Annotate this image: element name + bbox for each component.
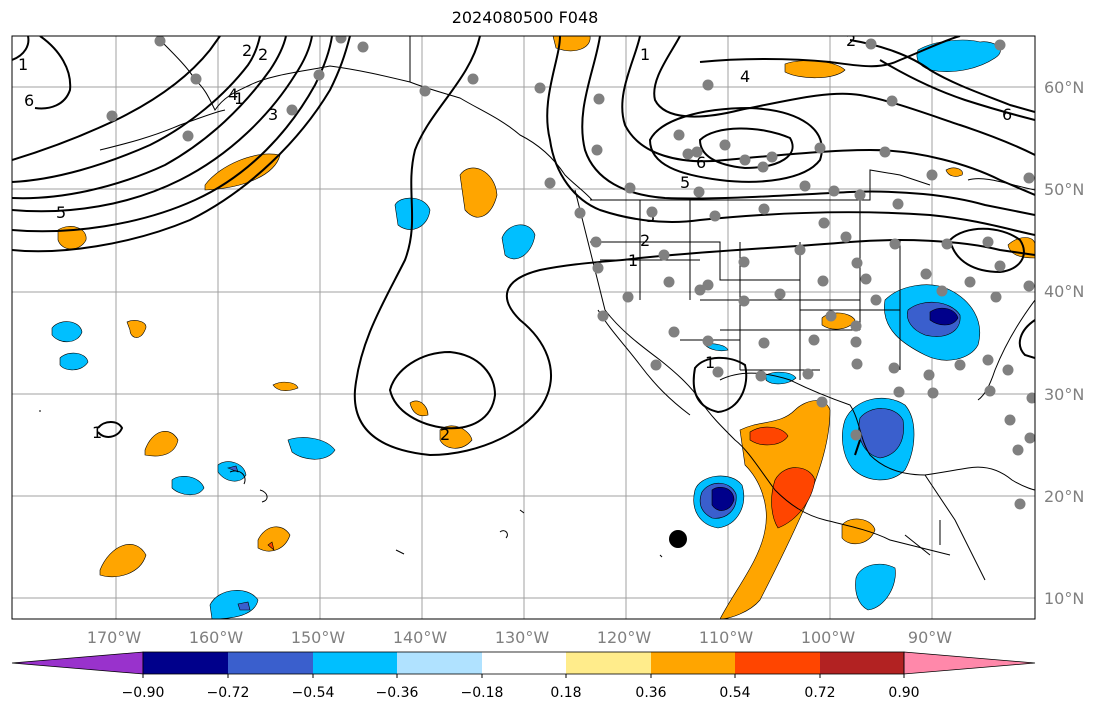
contour-label: 1: [640, 45, 650, 64]
contour-label: 6: [24, 91, 34, 110]
lon-label: 150°W: [291, 628, 346, 647]
contour-label: 6: [1002, 105, 1012, 124]
map-frame: [11, 35, 1036, 620]
colorbar-tick: 0.90: [888, 685, 919, 701]
colorbar-bin: [735, 652, 820, 674]
contour-label: 5: [56, 203, 66, 222]
contour-label: 1: [92, 423, 102, 442]
contour-label: 2: [846, 31, 856, 50]
lon-label: 90°W: [908, 628, 952, 647]
colorbar-extend-high: [903, 651, 1036, 675]
station-markers: [106, 36, 1035, 510]
colorbar-bin: [143, 652, 228, 674]
contour-label: 1: [705, 353, 715, 372]
contour-label: 2: [258, 45, 268, 64]
graticule: [12, 36, 1035, 619]
contour-label: 4: [228, 85, 238, 104]
colorbar-bin: [566, 652, 651, 674]
colorbar-tick: 0.72: [804, 685, 835, 701]
contour-label: 6: [696, 153, 706, 172]
colorbar-bin: [313, 652, 397, 674]
contour-label: 2: [440, 425, 450, 444]
colorbar-bin: [820, 652, 904, 674]
colorbar-tick: −0.18: [461, 685, 504, 701]
lon-label: 110°W: [699, 628, 754, 647]
lon-label: 100°W: [801, 628, 856, 647]
colorbar-tick: −0.54: [292, 685, 335, 701]
contour-label: 5: [680, 173, 690, 192]
colorbar-tick: −0.72: [207, 685, 250, 701]
colorbar: −0.90 −0.72 −0.54 −0.36 −0.18 0.18 0.36 …: [11, 651, 1036, 701]
lon-label: 120°W: [597, 628, 652, 647]
colorbar-tick: 0.36: [635, 685, 666, 701]
contour-label: 2: [242, 41, 252, 60]
lon-label: 160°W: [189, 628, 244, 647]
longitude-axis: 170°W 160°W 150°W 140°W 130°W 120°W 110°…: [87, 628, 952, 647]
contour-label: 4: [740, 67, 750, 86]
contour-label: 2: [640, 231, 650, 250]
contour-label: 1: [234, 89, 244, 108]
contour-label: 1: [628, 251, 638, 270]
lon-label: 140°W: [393, 628, 448, 647]
contour-label: 3: [268, 105, 278, 124]
colorbar-tick: 0.18: [550, 685, 581, 701]
map-title: 2024080500 F048: [451, 8, 599, 27]
colorbar-tick: 0.54: [719, 685, 750, 701]
lat-label: 60°N: [1044, 78, 1084, 97]
lat-label: 30°N: [1044, 385, 1084, 404]
lon-label: 130°W: [495, 628, 550, 647]
colorbar-bin: [397, 652, 482, 674]
lon-label: 170°W: [87, 628, 142, 647]
lat-label: 20°N: [1044, 487, 1084, 506]
storm-marker: [669, 530, 687, 548]
lat-label: 40°N: [1044, 282, 1084, 301]
colorbar-bin: [482, 652, 566, 674]
colorbar-tick: −0.36: [376, 685, 419, 701]
anomaly-fills: [51, 36, 1035, 619]
colorbar-bin: [651, 652, 735, 674]
contour-label: 1: [18, 55, 28, 74]
latitude-axis: 60°N 50°N 40°N 30°N 20°N 10°N: [1044, 78, 1084, 608]
colorbar-tick: −0.90: [122, 685, 165, 701]
colorbar-bin: [228, 652, 313, 674]
lat-label: 50°N: [1044, 180, 1084, 199]
colorbar-extend-low: [11, 651, 144, 675]
lat-label: 10°N: [1044, 589, 1084, 608]
